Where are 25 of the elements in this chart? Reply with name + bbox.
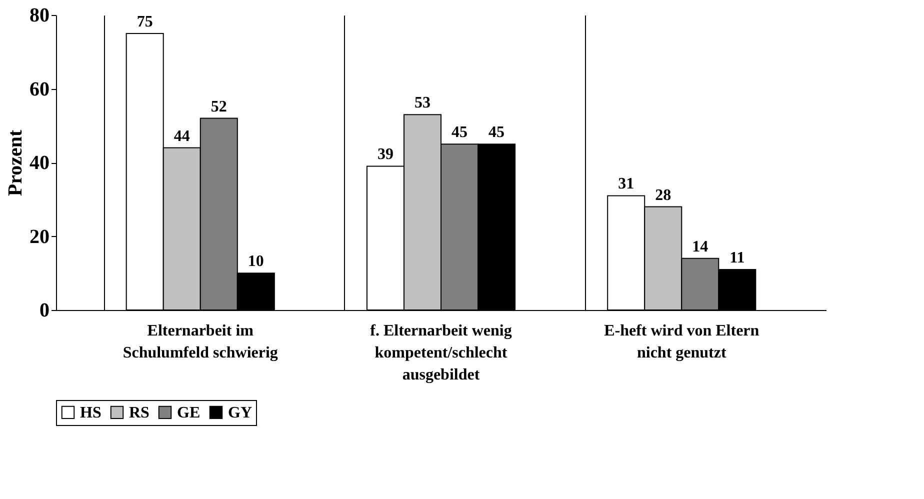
data-label: 14 [692,238,708,256]
x-tick-label: f. Elternarbeit wenig kompetent/schlecht ausgebildet [370,322,512,384]
y-tick-label: 20 [30,226,50,248]
data-label: 75 [136,13,153,30]
data-label: 52 [210,98,227,116]
data-label: 45 [452,124,468,142]
legend-label: GE [177,404,200,422]
data-label: 53 [414,94,430,112]
y-tick-label: 80 [30,4,50,26]
data-label: 11 [730,249,745,266]
y-tick-label: 40 [30,152,50,174]
legend-label: RS [129,404,150,422]
x-tick-label: E-heft wird von Eltern nicht genutzt [604,322,760,362]
y-tick-label: 60 [30,78,50,100]
data-label: 31 [618,176,634,193]
legend-label: HS [80,404,102,422]
x-tick-label: Elternarbeit im Schulumfeld schwierig [122,322,278,362]
data-label: 10 [248,253,264,270]
data-label: 28 [655,186,672,204]
legend-label: GY [228,404,252,422]
y-axis-title: Prozent [4,130,26,196]
y-tick-label: 0 [40,300,50,322]
data-label: 44 [174,128,190,145]
data-label: 45 [488,124,505,142]
data-label: 39 [377,146,394,164]
